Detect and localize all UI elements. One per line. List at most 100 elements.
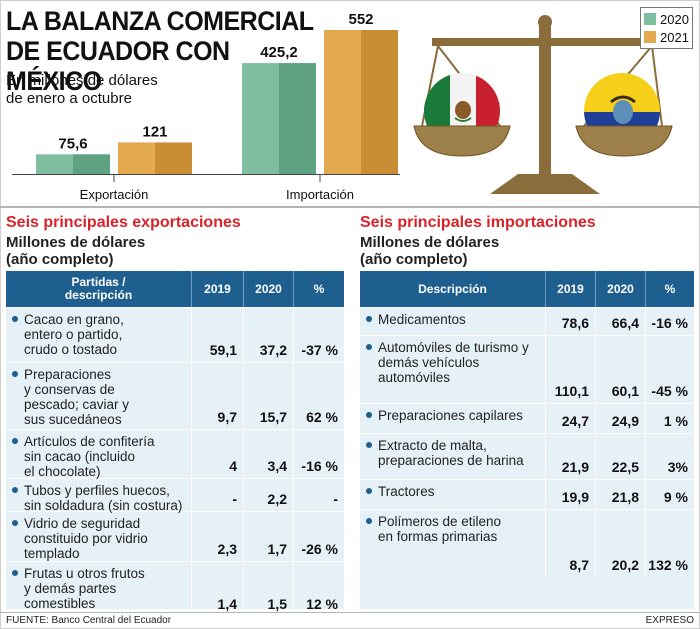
data-label-importación-2021: 552: [348, 11, 373, 28]
exports-header-2020: 2020: [244, 271, 294, 307]
title-line-2: DE ECUADOR CON MÉXICO: [6, 36, 230, 97]
imports-cell-v2020: 21,8: [596, 480, 646, 509]
scale-pillar: [539, 26, 551, 176]
imports-table-header: Descripción 2019 2020 %: [360, 271, 694, 307]
bar-importación-2021: [324, 30, 361, 174]
imports-row-description: Extracto de malta, preparaciones de harin…: [360, 434, 546, 479]
page-title: LA BALANZA COMERCIAL DE ECUADOR CON MÉXI…: [6, 6, 326, 97]
exports-description-line: entero o partido,: [24, 327, 123, 342]
imports-cell-pct: 9 %: [663, 489, 688, 505]
footer-divider: [0, 612, 700, 613]
exports-description-line: Vidrio de seguridad: [24, 516, 141, 531]
exports-row: Vidrio de seguridad constituido por vidri…: [6, 511, 344, 561]
bar-shade-exportación-2020: [73, 154, 110, 174]
exports-cell-v2019: 1,4: [192, 562, 244, 616]
imports-description-line: Polímeros de etileno: [378, 514, 502, 529]
subtitle-line-1: En millones de dólares: [6, 72, 158, 89]
imports-cell-v2020: 60,1: [596, 336, 646, 403]
trade-balance-bar-chart: 75,6 121 Exportación 425,2 552 Importación: [12, 11, 400, 202]
scale-base: [490, 174, 600, 194]
exports-row: Artículos de confitería sin cacao (inclui…: [6, 429, 344, 479]
imports-cell-v2019: 110,1: [546, 336, 596, 403]
exports-cell-pct: 12 %: [306, 596, 338, 612]
exports-description-line: sus sucedáneos: [24, 412, 122, 427]
imports-header-2020: 2020: [596, 271, 646, 307]
exports-header-desc-line-1: Partidas /: [71, 275, 126, 289]
legend-swatch-2021: [644, 31, 656, 43]
exports-description-line: Tubos y perfiles huecos,: [24, 483, 170, 498]
imports-section-title: Seis principales importaciones: [360, 214, 596, 231]
data-label-importación-2020: 425,2: [260, 44, 298, 61]
category-label-exportación: Exportación: [80, 187, 149, 202]
exports-row-description: Frutas u otros frutos y demás partes comes…: [6, 562, 192, 616]
imports-row: Automóviles de turismo y demás vehículos a…: [360, 335, 694, 403]
exports-cell-v2019: 2,3: [192, 512, 244, 561]
exports-cell-pct: -37 %: [301, 342, 338, 358]
bullet-icon: [12, 438, 18, 444]
imports-cell-v2019: 78,6: [546, 308, 596, 335]
imports-cell-v2019: 19,9: [546, 480, 596, 509]
imports-table: Descripción 2019 2020 % Medicamentos 78,6…: [360, 271, 694, 609]
imports-row: Extracto de malta, preparaciones de harin…: [360, 433, 694, 479]
imports-cell-v2020: 66,4: [596, 308, 646, 335]
exports-table: Partidas / descripción 2019 2020 % Cacao…: [6, 271, 344, 616]
imports-subtitle-line-1: Millones de dólares: [360, 234, 500, 251]
imports-row: Polímeros de etileno en formas primarias 8…: [360, 509, 694, 577]
data-label-exportación-2021: 121: [142, 123, 167, 140]
legend-swatch-2020: [644, 13, 656, 25]
exports-description-line: Frutas u otros frutos: [24, 566, 145, 581]
exports-row-description: Vidrio de seguridad constituido por vidri…: [6, 512, 192, 561]
exports-section-subtitle: Millones de dólares (año completo): [6, 234, 145, 268]
exports-description-line: comestibles: [24, 596, 96, 611]
imports-row: Medicamentos 78,6 66,4 -16 %: [360, 307, 694, 335]
imports-row-description: Polímeros de etileno en formas primarias: [360, 510, 546, 577]
scale-top-knob: [538, 15, 552, 29]
category-label-importación: Importación: [286, 187, 354, 202]
bar-importación-2020: [242, 63, 279, 174]
balance-scale-illustration: [413, 15, 673, 194]
exports-description-line: sin soldadura (sin costura): [24, 498, 183, 513]
exports-table-header: Partidas / descripción 2019 2020 %: [6, 271, 344, 307]
exports-description-line: sin cacao (incluido: [24, 449, 136, 464]
legend-label-2020: 2020: [660, 11, 689, 27]
exports-cell-v2019: -: [192, 479, 244, 511]
bullet-icon: [366, 442, 372, 448]
bullet-icon: [12, 570, 18, 576]
exports-row-description: Preparaciones y conservas de pescado; cavi…: [6, 363, 192, 429]
data-label-exportación-2020: 75,6: [58, 135, 87, 152]
imports-description-line: Medicamentos: [378, 312, 466, 327]
exports-description-line: pescado; caviar y: [24, 397, 130, 412]
imports-cell-pct: -16 %: [651, 315, 688, 331]
imports-description-line: demás vehículos: [378, 355, 480, 370]
imports-row: Preparaciones capilares 24,7 24,9 1 %: [360, 403, 694, 433]
bullet-icon: [366, 412, 372, 418]
imports-header-description: Descripción: [360, 271, 546, 307]
exports-cell-v2020: 37,2: [244, 308, 294, 362]
imports-description-line: Tractores: [378, 484, 435, 499]
exports-subtitle-line-1: Millones de dólares: [6, 234, 146, 251]
imports-cell-pct: 3%: [667, 459, 688, 475]
imports-cell-pct: 132 %: [648, 557, 688, 573]
exports-description-line: constituido por vidrio: [24, 531, 148, 546]
chart-subtitle: En millones de dólares de enero a octubr…: [6, 72, 158, 108]
imports-header-pct: %: [664, 281, 676, 296]
exports-row-description: Tubos y perfiles huecos, sin soldadura (s…: [6, 479, 192, 513]
bullet-icon: [12, 520, 18, 526]
exports-section-title: Seis principales exportaciones: [6, 214, 241, 231]
exports-cell-pct: -26 %: [301, 541, 338, 557]
imports-cell-v2020: 22,5: [596, 434, 646, 479]
exports-cell-v2019: 59,1: [192, 308, 244, 362]
exports-description-line: y conservas de: [24, 382, 115, 397]
bullet-icon: [366, 344, 372, 350]
exports-cell-v2020: 3,4: [244, 430, 294, 478]
publisher-brand: EXPRESO: [645, 615, 694, 626]
bullet-icon: [12, 371, 18, 377]
left-scale-pan: [413, 125, 511, 157]
exports-cell-v2020: 1,5: [244, 562, 294, 616]
scale-beam: [432, 38, 658, 46]
bullet-icon: [12, 316, 18, 322]
exports-header-pct: %: [313, 281, 325, 296]
imports-cell-v2020: 20,2: [596, 510, 646, 577]
exports-description-line: el chocolate): [24, 464, 101, 479]
source-note: FUENTE: Banco Central del Ecuador: [6, 615, 172, 626]
